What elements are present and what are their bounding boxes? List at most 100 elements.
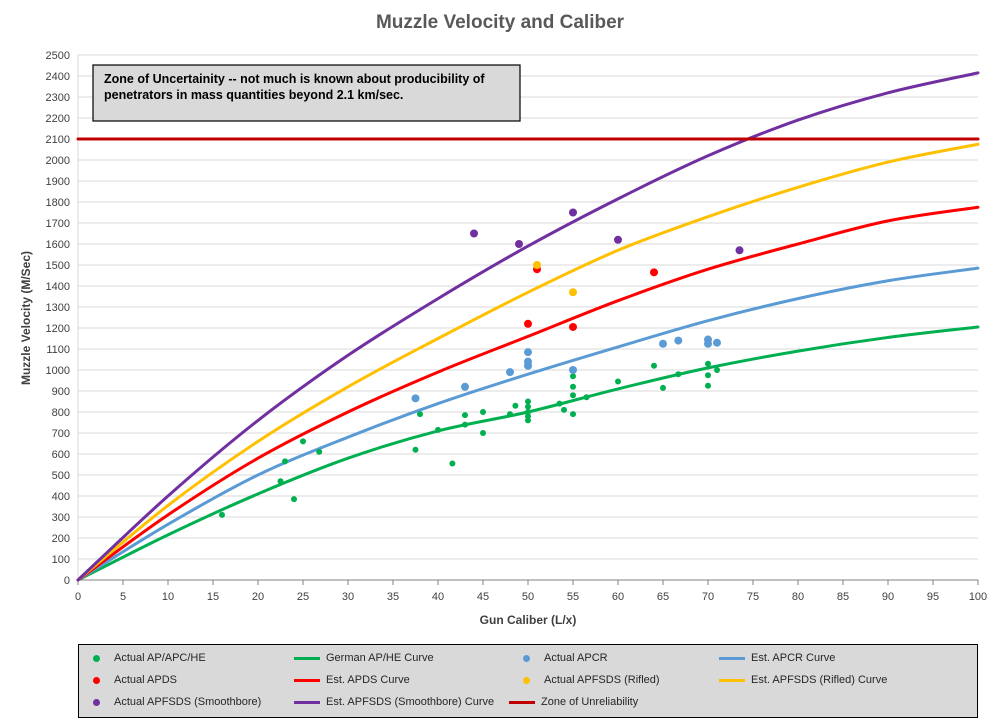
point-actual-ap-apc-he — [277, 478, 284, 485]
legend-label: Actual APDS — [114, 674, 177, 686]
legend-label: Actual APFSDS (Rifled) — [544, 674, 660, 686]
legend-marker-dot — [93, 654, 100, 662]
point-actual-ap-apc-he — [525, 409, 531, 415]
point-actual-ap-apc-he — [507, 411, 513, 418]
x-tick-label: 15 — [207, 591, 219, 603]
point-actual-apfsds-rifled — [533, 261, 541, 269]
legend-label: Est. APCR Curve — [751, 652, 836, 664]
point-actual-ap-apc-he — [525, 413, 531, 420]
point-actual-ap-apc-he — [525, 403, 531, 410]
y-tick-label: 200 — [52, 533, 70, 545]
legend-item: Actual APCR — [509, 647, 608, 669]
legend-item: Actual APFSDS (Smoothbore) — [79, 691, 261, 713]
axis-layer: 0100200300400500600700800900100011001200… — [46, 50, 988, 603]
y-tick-label: 2500 — [46, 50, 70, 62]
y-tick-label: 1900 — [46, 176, 70, 188]
grid-layer — [78, 54, 978, 581]
curve-est-apfsds-rifled-curve — [76, 142, 980, 582]
point-actual-ap-apc-he — [651, 362, 657, 369]
point-actual-ap-apc-he — [435, 426, 441, 433]
x-tick-label: 0 — [75, 591, 81, 603]
legend-marker-dot — [523, 676, 530, 684]
y-tick-label: 700 — [52, 428, 70, 440]
legend-item: Actual APFSDS (Rifled) — [509, 669, 660, 691]
x-tick-label: 60 — [612, 591, 624, 603]
point-actual-ap-apc-he — [219, 511, 225, 518]
point-actual-apcr — [524, 361, 532, 370]
legend-marker-line — [294, 656, 320, 660]
point-actual-apcr — [659, 339, 667, 348]
x-tick-label: 20 — [252, 591, 264, 603]
legend-item: German AP/HE Curve — [294, 647, 434, 669]
legend-marker-line — [509, 700, 535, 704]
y-tick-label: 1800 — [46, 197, 70, 209]
point-actual-apcr — [569, 366, 577, 374]
legend-item: Actual AP/APC/HE — [79, 647, 206, 669]
y-tick-label: 1200 — [46, 323, 70, 335]
x-tick-label: 70 — [702, 591, 714, 603]
y-tick-label: 2300 — [46, 92, 70, 104]
x-tick-label: 40 — [432, 591, 444, 603]
point-actual-ap-apc-he — [570, 383, 576, 390]
x-tick-label: 75 — [747, 591, 759, 603]
point-actual-apcr — [411, 394, 420, 403]
point-actual-ap-apc-he — [480, 409, 486, 415]
legend-item: Est. APFSDS (Smoothbore) Curve — [294, 691, 494, 713]
point-actual-ap-apc-he — [525, 417, 531, 424]
legend-label: German AP/HE Curve — [326, 652, 434, 664]
point-actual-ap-apc-he — [570, 411, 576, 418]
point-actual-apds — [524, 319, 532, 328]
point-actual-ap-apc-he — [412, 446, 419, 453]
y-tick-label: 1100 — [46, 344, 70, 356]
point-actual-ap-apc-he — [556, 400, 563, 407]
y-axis-label: Muzzle Velocity (M/Sec) — [19, 251, 33, 385]
point-actual-ap-apc-he — [705, 360, 711, 367]
point-actual-ap-apc-he — [714, 367, 720, 373]
x-tick-label: 35 — [387, 591, 399, 603]
point-actual-ap-apc-he — [615, 378, 621, 385]
legend-label: Est. APFSDS (Smoothbore) Curve — [326, 696, 495, 708]
point-actual-ap-apc-he — [462, 421, 468, 428]
chart-svg: Muzzle Velocity and Caliber Muzzle Veloc… — [19, 12, 988, 627]
legend-item: Est. APCR Curve — [719, 647, 835, 669]
y-tick-label: 2100 — [46, 134, 70, 146]
point-actual-apds — [650, 268, 658, 277]
legend-label: Est. APDS Curve — [326, 674, 410, 686]
legend-item: Zone of Unreliability — [509, 691, 638, 713]
legend-marker-line — [719, 656, 745, 660]
point-actual-apcr — [704, 339, 712, 348]
y-tick-label: 300 — [52, 512, 70, 524]
x-tick-label: 25 — [297, 591, 309, 603]
y-tick-label: 2000 — [46, 155, 70, 167]
legend-label: Est. APFSDS (Rifled) Curve — [751, 674, 888, 686]
y-tick-label: 1500 — [46, 260, 70, 272]
y-tick-label: 100 — [52, 554, 70, 566]
point-actual-ap-apc-he — [583, 394, 590, 401]
x-tick-label: 50 — [522, 591, 534, 603]
y-tick-label: 1600 — [46, 239, 70, 251]
legend-item: Actual APDS — [79, 669, 177, 691]
legend-label: Actual AP/APC/HE — [114, 652, 206, 664]
point-actual-apfsds-rifled — [569, 288, 577, 297]
x-tick-label: 90 — [882, 591, 894, 603]
point-actual-ap-apc-he — [316, 448, 323, 455]
point-actual-apfsds-smoothbore — [470, 229, 478, 238]
point-actual-ap-apc-he — [462, 412, 468, 419]
curve-est-apfsds-smoothbore-curve — [76, 71, 980, 582]
point-actual-apfsds-smoothbore — [735, 246, 744, 255]
point-actual-ap-apc-he — [570, 373, 576, 380]
legend-marker-dot — [93, 698, 100, 706]
point-actual-ap-apc-he — [512, 402, 519, 409]
point-layer — [219, 208, 744, 518]
x-tick-label: 100 — [969, 591, 987, 603]
point-actual-ap-apc-he — [282, 458, 288, 465]
annotation-text: Zone of Uncertainity -- not much is know… — [104, 72, 485, 102]
point-actual-ap-apc-he — [660, 384, 666, 391]
point-actual-ap-apc-he — [291, 496, 297, 503]
point-actual-apcr — [713, 338, 721, 347]
y-tick-label: 1300 — [46, 302, 70, 314]
legend-label: Zone of Unreliability — [541, 696, 639, 708]
y-tick-label: 900 — [52, 386, 70, 398]
point-actual-apcr — [461, 382, 469, 391]
legend: Actual AP/APC/HE German AP/HE Curve Actual… — [78, 644, 978, 718]
